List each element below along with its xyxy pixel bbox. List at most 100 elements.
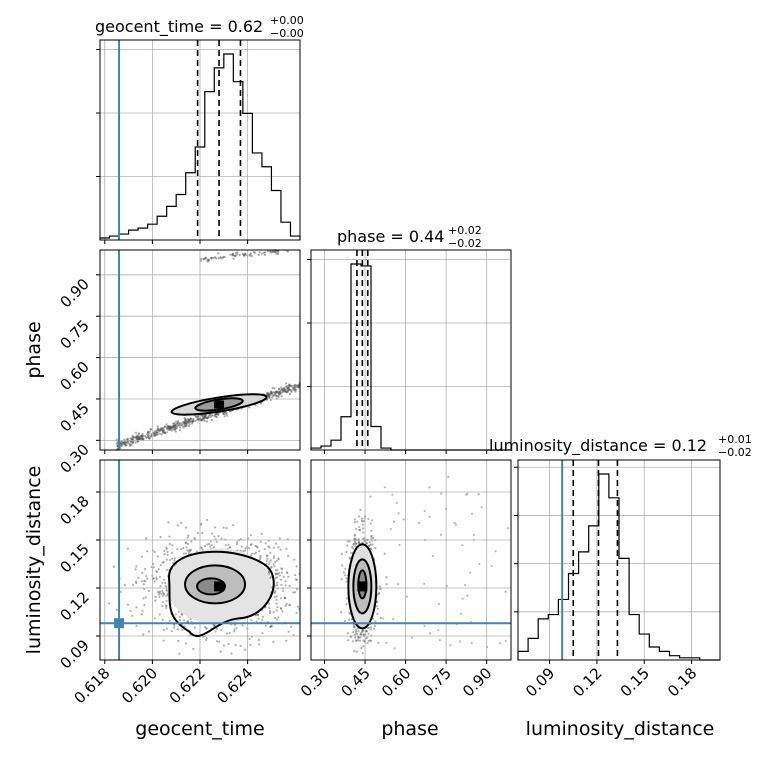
scatter-point xyxy=(290,389,293,392)
scatter-point xyxy=(153,435,157,438)
scatter-point xyxy=(248,637,251,641)
scatter-point xyxy=(168,558,172,562)
scatter-point xyxy=(259,557,262,561)
scatter-point xyxy=(393,647,396,650)
scatter-point xyxy=(220,537,223,540)
scatter-point xyxy=(196,531,199,535)
scatter-point xyxy=(466,492,469,495)
scatter-point xyxy=(247,547,251,550)
scatter-point xyxy=(123,583,126,587)
scatter-point xyxy=(165,606,168,609)
scatter-point xyxy=(187,550,190,553)
scatter-point xyxy=(266,557,269,560)
scatter-point xyxy=(148,437,151,440)
scatter-point xyxy=(235,542,239,546)
scatter-point xyxy=(367,544,371,547)
peak-marker xyxy=(357,581,368,592)
scatter-point xyxy=(273,561,277,564)
scatter-point xyxy=(165,594,168,597)
scatter-point xyxy=(353,541,356,544)
scatter-point xyxy=(372,536,375,539)
scatter-point xyxy=(173,559,176,562)
scatter-point xyxy=(265,391,269,395)
scatter-point xyxy=(480,506,483,509)
scatter-point xyxy=(204,638,208,642)
distance-phase-xtick-label-3: 0.75 xyxy=(419,664,455,700)
scatter-point xyxy=(215,540,218,544)
scatter-point xyxy=(438,638,441,642)
scatter-point xyxy=(206,543,209,546)
scatter-point xyxy=(165,589,168,592)
scatter-point xyxy=(396,583,400,586)
scatter-point xyxy=(155,429,158,432)
scatter-point xyxy=(295,611,298,615)
scatter-point xyxy=(165,546,168,549)
scatter-point xyxy=(272,556,275,559)
scatter-point xyxy=(119,590,122,593)
scatter-point xyxy=(209,415,212,419)
scatter-point xyxy=(163,425,167,428)
scatter-point xyxy=(258,251,261,254)
scatter-point xyxy=(194,419,197,423)
scatter-point xyxy=(210,256,213,259)
scatter-point xyxy=(346,540,349,543)
scatter-point xyxy=(207,259,210,262)
scatter-point xyxy=(257,253,260,256)
scatter-point xyxy=(288,584,291,588)
scatter-point xyxy=(269,625,272,628)
scatter-point xyxy=(231,252,234,256)
scatter-point xyxy=(164,584,167,588)
scatter-point xyxy=(271,387,274,390)
scatter-point xyxy=(371,519,374,522)
scatter-point xyxy=(273,565,276,568)
scatter-point xyxy=(365,630,368,633)
scatter-point xyxy=(398,543,401,547)
scatter-point xyxy=(276,572,279,575)
scatter-point xyxy=(346,597,349,600)
scatter-point xyxy=(272,250,275,253)
scatter-point xyxy=(214,257,218,260)
scatter-point xyxy=(236,541,239,544)
scatter-point xyxy=(154,595,157,599)
truth-marker xyxy=(114,618,125,629)
scatter-point xyxy=(135,437,138,440)
scatter-point xyxy=(368,639,372,642)
scatter-point xyxy=(176,524,179,527)
scatter-point xyxy=(352,543,355,546)
scatter-point xyxy=(352,624,355,628)
scatter-point xyxy=(186,536,189,539)
scatter-point xyxy=(210,543,213,547)
scatter-point xyxy=(269,392,273,395)
scatter-point xyxy=(275,618,279,621)
scatter-point xyxy=(176,419,180,423)
scatter-point xyxy=(143,568,147,571)
scatter-point xyxy=(345,603,348,606)
scatter-point xyxy=(215,640,219,643)
scatter-point xyxy=(177,610,180,613)
scatter-point xyxy=(189,549,192,552)
phase-geocent-frame xyxy=(99,249,301,451)
scatter-point xyxy=(257,613,260,617)
scatter-point xyxy=(348,611,351,614)
scatter-point xyxy=(223,255,226,258)
scatter-point xyxy=(227,642,230,646)
scatter-point xyxy=(254,551,258,554)
scatter-point xyxy=(355,632,358,636)
scatter-point xyxy=(385,583,388,586)
scatter-point xyxy=(250,255,253,258)
scatter-point xyxy=(167,428,170,431)
scatter-point xyxy=(222,413,226,416)
scatter-point xyxy=(255,620,258,623)
scatter-point xyxy=(270,566,273,569)
scatter-point xyxy=(192,647,195,651)
scatter-point xyxy=(352,631,355,634)
scatter-point xyxy=(345,577,348,580)
scatter-point xyxy=(296,605,300,608)
scatter-point xyxy=(506,527,509,530)
scatter-point xyxy=(293,384,296,387)
scatter-point xyxy=(454,523,457,526)
scatter-point xyxy=(132,435,135,439)
scatter-point xyxy=(186,419,190,422)
scatter-point xyxy=(217,252,220,255)
scatter-point xyxy=(275,390,278,393)
